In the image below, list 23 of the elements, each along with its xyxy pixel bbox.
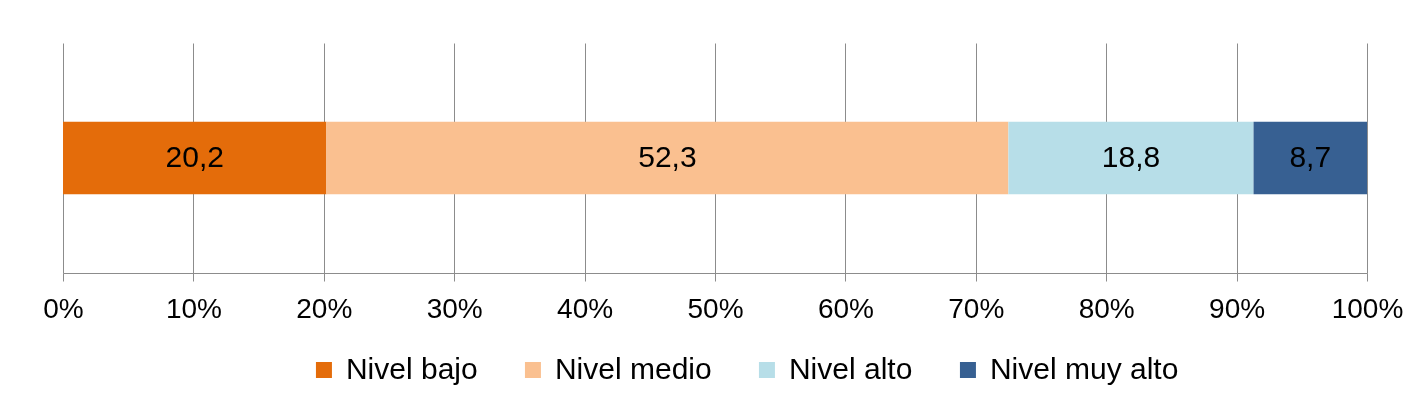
legend-label: Nivel medio — [554, 352, 712, 385]
x-tick-label: 0% — [43, 292, 84, 324]
bar — [63, 121, 327, 195]
x-tick-label: 40% — [557, 292, 614, 324]
legend-label: Nivel bajo — [345, 352, 478, 385]
x-tick-label: 20% — [296, 292, 353, 324]
bar — [1008, 121, 1254, 195]
x-tick-label: 90% — [1209, 292, 1266, 324]
data-label: 20,2 — [165, 140, 224, 173]
x-tick-label: 10% — [165, 292, 222, 324]
x-tick-label: 100% — [1331, 292, 1404, 324]
x-tick-label: 80% — [1078, 292, 1135, 324]
x-tick-label: 60% — [817, 292, 874, 324]
legend-label: Nivel muy alto — [989, 352, 1179, 385]
x-tick-label: 30% — [426, 292, 483, 324]
data-label: 18,8 — [1101, 140, 1161, 173]
bar — [326, 121, 1009, 195]
x-tick-label: 50% — [687, 292, 744, 324]
data-label: 8,7 — [1289, 140, 1332, 173]
legend-label: Nivel alto — [788, 352, 913, 385]
bar — [1253, 121, 1367, 195]
data-label: 52,3 — [638, 140, 697, 173]
x-tick-label: 70% — [948, 292, 1005, 324]
